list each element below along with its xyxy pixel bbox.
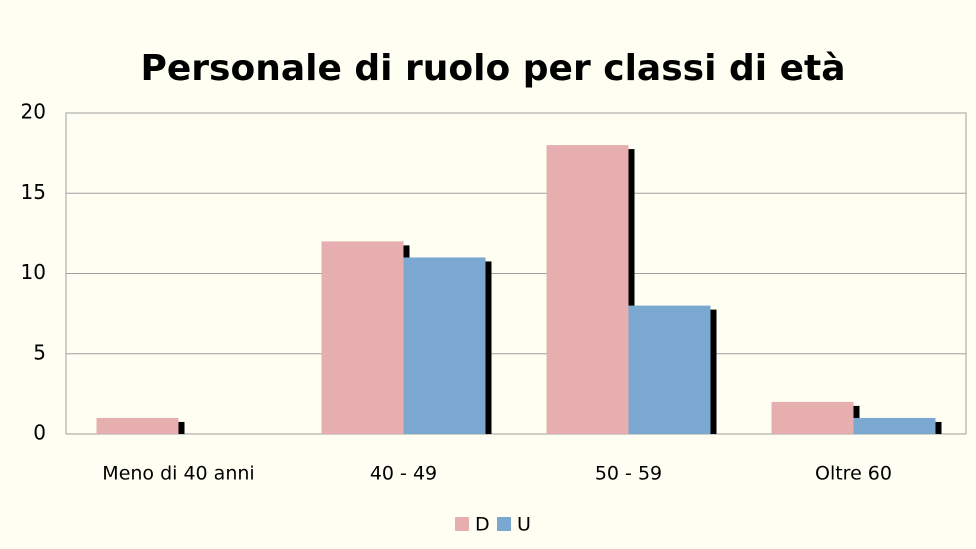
y-tick-label: 5 (33, 340, 46, 364)
bar (853, 417, 936, 434)
bar (546, 145, 629, 434)
legend-label: D (475, 514, 490, 536)
x-tick-label: Meno di 40 anni (102, 463, 254, 485)
y-tick-label: 10 (21, 260, 46, 284)
y-tick-label: 20 (21, 100, 46, 124)
bar (96, 417, 179, 434)
plot-border (65, 112, 967, 435)
x-tick-label: Oltre 60 (815, 463, 892, 485)
legend-swatch (455, 517, 469, 531)
chart-title: Personale di ruolo per classi di età (140, 48, 845, 89)
bar (321, 241, 404, 434)
x-tick-label: 50 - 59 (595, 463, 662, 485)
y-tick-label: 0 (33, 421, 46, 445)
bar-shadow (710, 309, 717, 434)
bar (628, 305, 711, 434)
legend-label: U (517, 514, 531, 536)
legend-swatch (497, 517, 511, 531)
bar-shadow (628, 149, 635, 434)
x-tick-label: 40 - 49 (370, 463, 437, 485)
bar-shadow (178, 421, 185, 434)
y-tick-label: 15 (21, 180, 46, 204)
bar (403, 257, 486, 434)
bar (771, 401, 854, 434)
bar-shadow (935, 421, 942, 434)
bar-shadow (485, 261, 492, 434)
